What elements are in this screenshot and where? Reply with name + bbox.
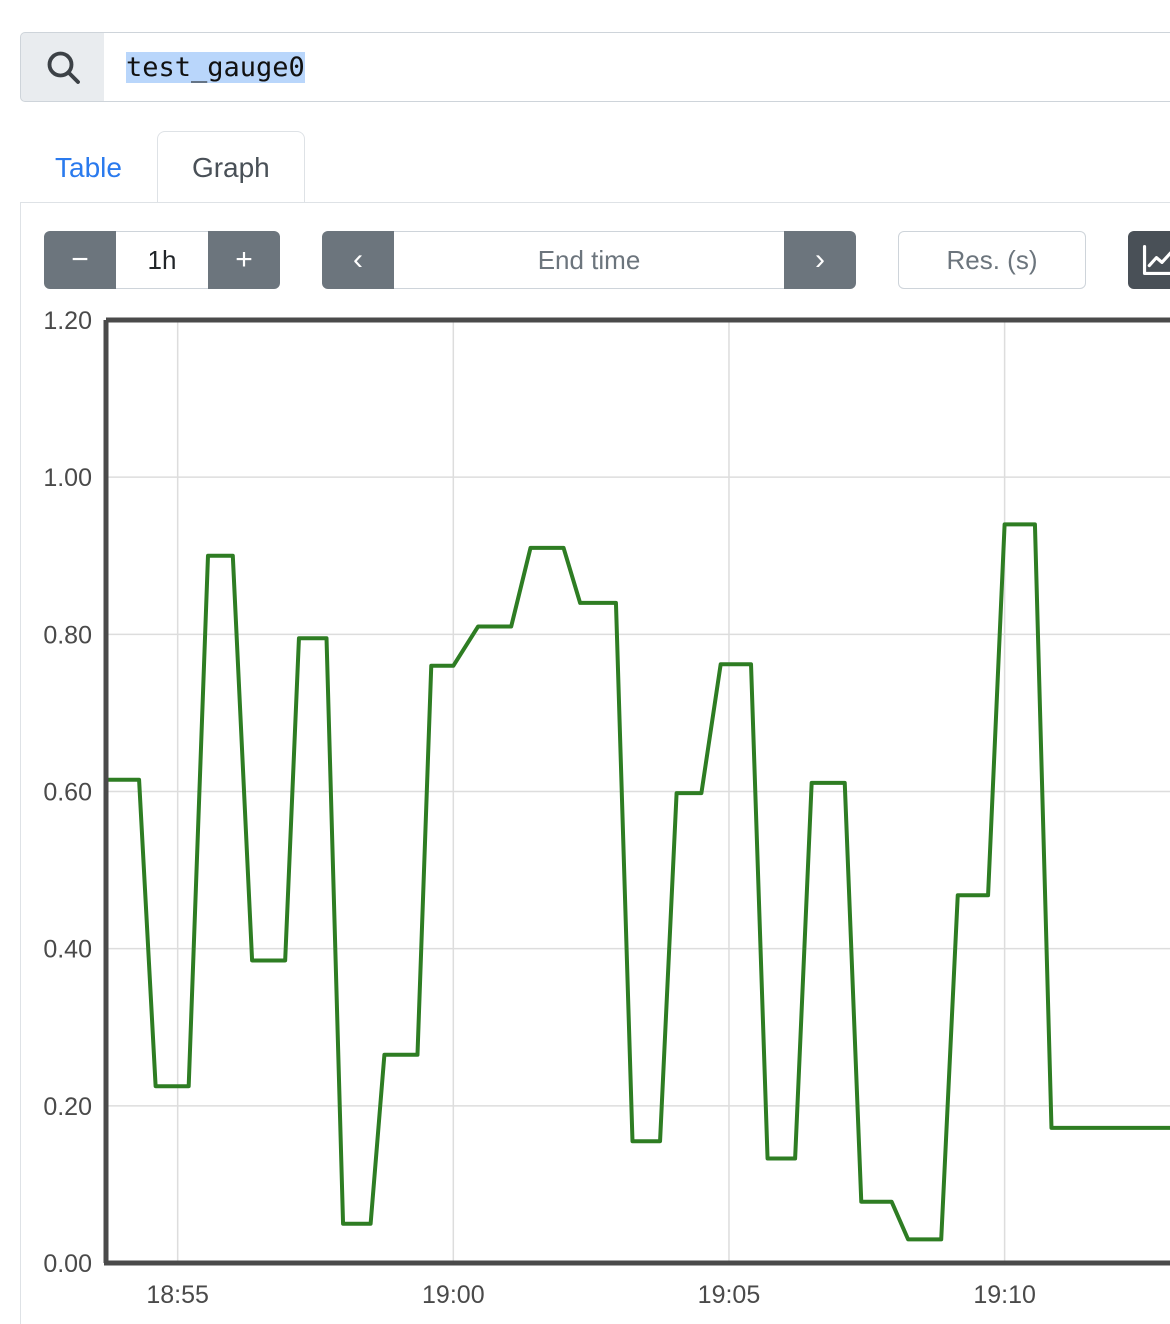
toolbar-spacer-1: [280, 231, 322, 289]
y-axis-tick-label: 0.60: [43, 779, 92, 807]
x-axis-tick-label: 19:05: [698, 1281, 761, 1309]
tabs-divider: [20, 202, 1170, 203]
expression-input-value: test_gauge0: [126, 51, 305, 83]
series-line: [106, 522, 1170, 1242]
end-time-input[interactable]: End time: [394, 231, 784, 289]
graph-panel: 0.00 0.20 0.40 0.60 0.80 1.00 1.20 18:55 19:00 19…: [36, 300, 1170, 1310]
range-decrease-button[interactable]: −: [44, 231, 116, 289]
resolution-input[interactable]: Res. (s): [898, 231, 1086, 289]
x-axis-tick-label: 19:00: [422, 1281, 485, 1309]
time-series-chart[interactable]: 0.00 0.20 0.40 0.60 0.80 1.00 1.20 18:55 19:00 19…: [36, 300, 1170, 1310]
tab-graph[interactable]: Graph: [156, 131, 305, 203]
time-prev-button[interactable]: ‹: [322, 231, 394, 289]
expression-search-bar: test_gauge0: [20, 32, 1170, 102]
range-increase-button[interactable]: +: [208, 231, 280, 289]
x-axis-tick-label: 18:55: [146, 1281, 209, 1309]
time-next-button[interactable]: ›: [784, 231, 856, 289]
view-tabs: Table Graph: [20, 131, 1170, 203]
y-axis-tick-label: 0.40: [43, 936, 92, 964]
range-input-group: − 1h +: [44, 231, 280, 289]
y-axis-tick-label: 1.20: [43, 307, 92, 335]
y-axis-tick-label: 1.00: [43, 464, 92, 492]
expression-input[interactable]: test_gauge0: [104, 32, 1170, 102]
chart-type-button[interactable]: [1128, 231, 1170, 289]
toolbar-spacer-2: [856, 231, 898, 289]
y-axis-tick-label: 0.20: [43, 1093, 92, 1121]
line-chart-icon: [1142, 244, 1170, 276]
toolbar-spacer-3: [1086, 231, 1128, 289]
range-value[interactable]: 1h: [116, 231, 208, 289]
y-axis-tick-label: 0.00: [43, 1250, 92, 1278]
tab-table[interactable]: Table: [55, 152, 122, 183]
end-time-input-group: ‹ End time ›: [322, 231, 856, 289]
x-axis-tick-label: 19:10: [973, 1281, 1036, 1309]
panel-left-border: [20, 203, 21, 1324]
graph-controls-toolbar: − 1h + ‹ End time › Res. (s): [44, 231, 1170, 289]
y-axis-tick-label: 0.80: [43, 621, 92, 649]
search-icon: [20, 32, 104, 102]
